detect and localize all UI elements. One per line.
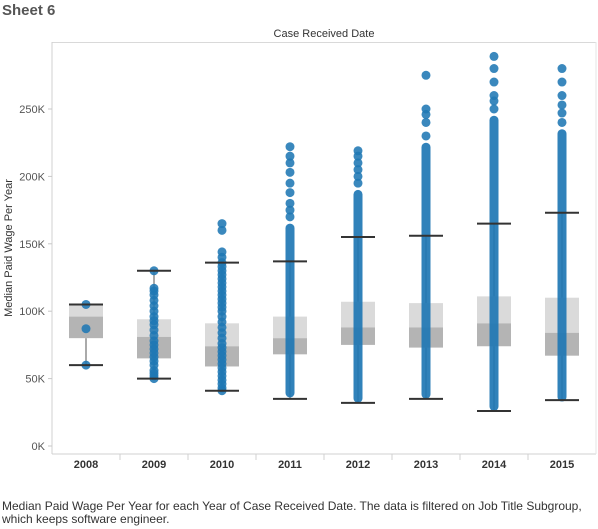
- dense-point-column: [353, 189, 363, 403]
- data-point: [489, 91, 499, 101]
- x-tick-label: 2015: [550, 459, 574, 471]
- y-tick-label: 150K: [19, 239, 45, 251]
- y-tick-label: 250K: [19, 104, 45, 116]
- data-point: [285, 188, 295, 198]
- data-point: [489, 64, 499, 74]
- chart-caption: Median Paid Wage Per Year for each Year …: [2, 499, 582, 526]
- data-point: [285, 151, 295, 161]
- column-header-label: Case Received Date: [273, 28, 375, 40]
- data-point: [489, 77, 499, 87]
- data-point: [353, 171, 363, 181]
- data-point: [353, 158, 363, 168]
- data-point: [217, 247, 227, 257]
- y-axis-title: Median Paid Wage Per Year: [3, 179, 15, 317]
- data-point: [149, 283, 159, 293]
- data-point: [557, 91, 567, 101]
- dense-point-column: [421, 142, 431, 399]
- data-point: [217, 219, 227, 229]
- data-point: [353, 178, 363, 188]
- data-point: [557, 100, 567, 110]
- data-point: [557, 77, 567, 87]
- data-point: [285, 167, 295, 177]
- data-point: [557, 108, 567, 118]
- data-point: [489, 51, 499, 61]
- x-tick-label: 2008: [74, 459, 98, 471]
- dense-point-column: [557, 129, 567, 402]
- data-point: [285, 142, 295, 152]
- y-tick-label: 200K: [19, 171, 45, 183]
- data-point: [421, 70, 431, 80]
- y-tick-label: 50K: [25, 374, 45, 386]
- x-tick-label: 2009: [142, 459, 166, 471]
- x-tick-label: 2012: [346, 459, 370, 471]
- data-point: [353, 146, 363, 156]
- data-point: [421, 104, 431, 114]
- data-point: [285, 158, 295, 168]
- column-header: Case Received Date: [52, 26, 596, 43]
- data-point: [353, 165, 363, 175]
- data-point: [81, 324, 91, 334]
- data-point: [421, 117, 431, 127]
- dense-point-column: [489, 115, 499, 411]
- data-point: [217, 225, 227, 235]
- data-point: [285, 178, 295, 188]
- x-tick-label: 2014: [482, 459, 507, 471]
- data-point: [557, 117, 567, 127]
- data-point: [557, 64, 567, 74]
- sheet-title: Sheet 6: [2, 2, 56, 19]
- data-point: [489, 104, 499, 114]
- data-point: [421, 131, 431, 141]
- dense-point-column: [285, 223, 295, 398]
- data-point: [285, 212, 295, 222]
- box-upper-half: [69, 304, 103, 317]
- data-point: [285, 198, 295, 208]
- x-tick-label: 2010: [210, 459, 234, 471]
- x-tick-label: 2013: [414, 459, 438, 471]
- x-tick-label: 2011: [278, 459, 302, 471]
- y-tick-label: 0K: [32, 441, 46, 453]
- data-point: [285, 205, 295, 215]
- y-tick-label: 100K: [19, 306, 45, 318]
